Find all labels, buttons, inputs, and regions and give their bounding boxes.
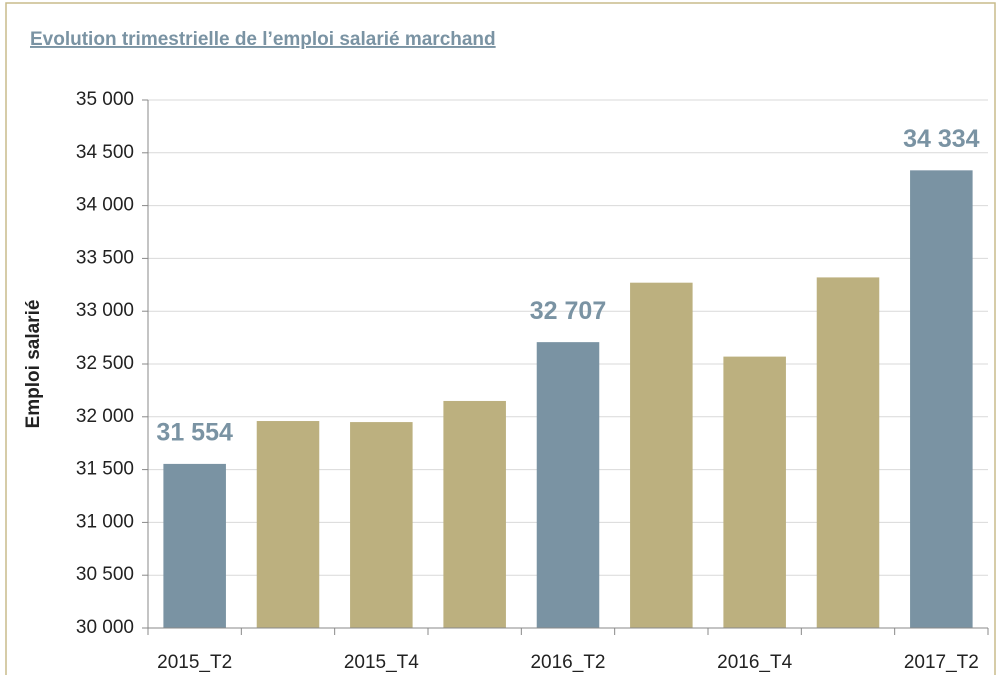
y-tick-label: 30 000 [76, 617, 134, 638]
y-tick-label: 30 500 [76, 564, 134, 585]
data-label: 32 707 [530, 297, 606, 325]
bar [256, 421, 320, 628]
bar [536, 342, 600, 628]
bar [910, 170, 973, 629]
chart-title: Evolution trimestrielle de l’emploi sala… [30, 29, 496, 50]
bar [163, 463, 226, 628]
y-tick-label: 33 000 [76, 300, 134, 321]
x-tick-label: 2016_T2 [530, 652, 605, 673]
bar [350, 422, 413, 628]
data-label: 34 334 [903, 125, 980, 153]
y-tick-label: 31 000 [76, 511, 134, 532]
x-tick-label: 2015_T2 [157, 652, 232, 673]
bar [816, 277, 880, 628]
bar [443, 400, 506, 628]
y-tick-label: 35 000 [76, 89, 134, 110]
y-tick-label: 32 500 [76, 353, 134, 374]
y-tick-label: 34 500 [76, 142, 134, 163]
x-tick-label: 2016_T4 [717, 652, 792, 673]
y-tick-label: 34 000 [76, 195, 134, 216]
x-tick-label: 2015_T4 [344, 652, 419, 673]
y-axis-label: Emploi salarié [23, 300, 44, 429]
data-label: 31 554 [156, 419, 233, 447]
frame [5, 2, 996, 675]
y-tick-label: 33 500 [76, 247, 134, 268]
bar [723, 356, 786, 628]
x-tick-label: 2017_T2 [904, 652, 979, 673]
y-tick-label: 32 000 [76, 406, 134, 427]
y-tick-label: 31 500 [76, 459, 134, 480]
bar [630, 282, 693, 628]
